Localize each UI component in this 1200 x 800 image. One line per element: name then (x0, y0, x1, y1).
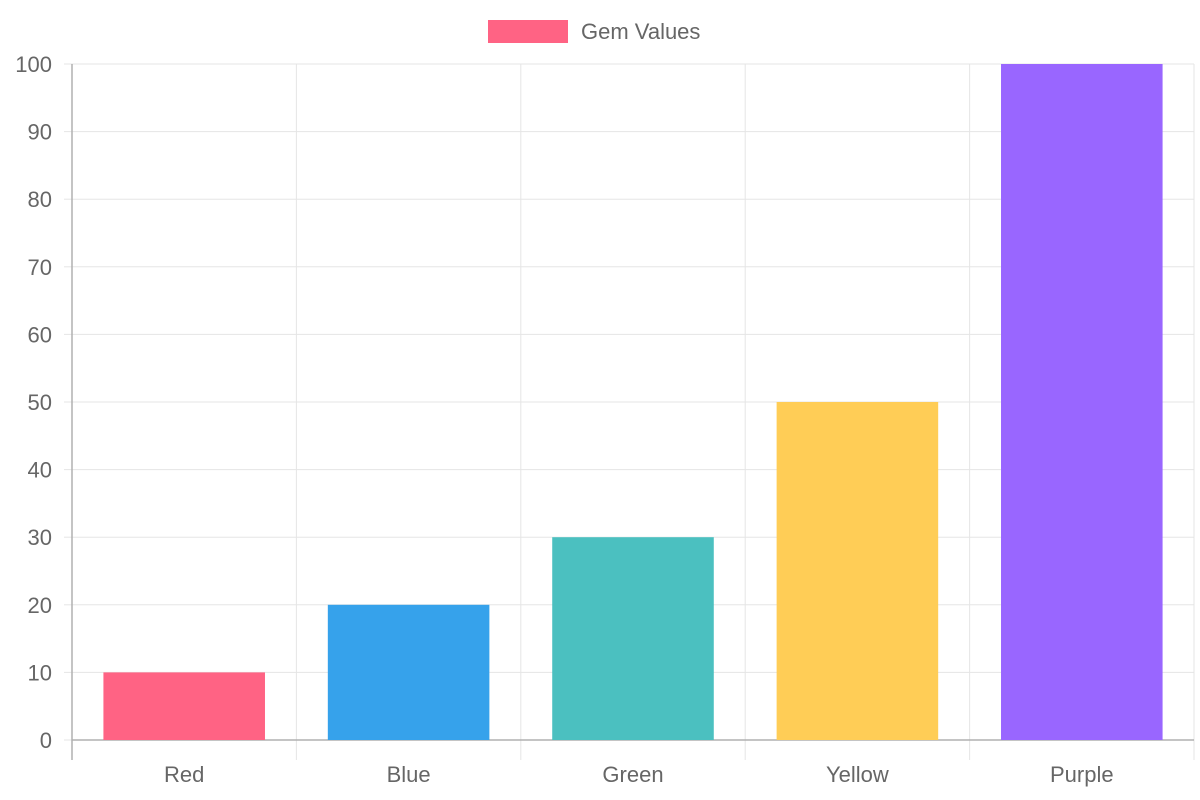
bars (103, 64, 1163, 740)
y-tick-label: 70 (28, 255, 52, 280)
bar-red[interactable] (103, 672, 265, 740)
x-tick-label: Yellow (826, 762, 889, 787)
y-tick-label: 20 (28, 593, 52, 618)
y-tick-label: 40 (28, 458, 52, 483)
x-tick-label: Red (164, 762, 204, 787)
grid-lines (72, 63, 1195, 760)
legend[interactable]: Gem Values (488, 19, 700, 44)
y-tick-label: 10 (28, 660, 52, 685)
bar-yellow[interactable] (776, 402, 939, 740)
bar-purple[interactable] (1001, 64, 1163, 740)
bar-blue[interactable] (327, 604, 490, 740)
y-tick-label: 50 (28, 390, 52, 415)
legend-swatch[interactable] (488, 20, 568, 43)
y-tick-label: 100 (15, 52, 52, 77)
y-tick-label: 0 (40, 728, 52, 753)
tick-labels: 0 10 20 30 40 50 60 70 80 90 100 Red Blue Green Yellow… (15, 52, 1113, 787)
y-tick-label: 60 (28, 322, 52, 347)
bar-green[interactable] (552, 537, 714, 740)
y-tick-label: 80 (28, 187, 52, 212)
y-tick-label: 30 (28, 525, 52, 550)
x-tick-label: Blue (387, 762, 431, 787)
x-tick-label: Green (602, 762, 663, 787)
x-tick-label: Purple (1050, 762, 1114, 787)
legend-label[interactable]: Gem Values (581, 19, 700, 44)
y-tick-label: 90 (28, 120, 52, 145)
